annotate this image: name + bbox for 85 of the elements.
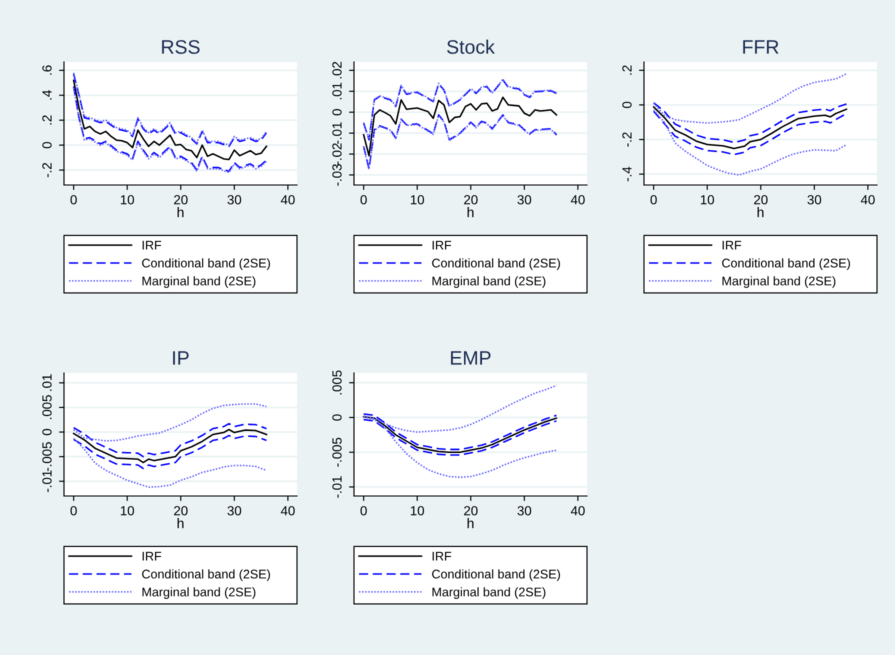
x-tick-label: 20 xyxy=(754,195,768,204)
x-tick-label: 30 xyxy=(807,195,822,204)
x-tick-label: 20 xyxy=(174,506,188,516)
legend-label: Marginal band (2SE) xyxy=(432,587,546,599)
chart-title: FFR xyxy=(743,40,778,54)
x-axis-title: h xyxy=(178,518,184,528)
y-tick-label: .6 xyxy=(42,65,52,75)
y-tick-label: .01 xyxy=(332,82,342,100)
x-tick-label: 10 xyxy=(120,506,134,516)
line-series xyxy=(362,96,558,156)
x-axis-title: h xyxy=(758,207,764,218)
x-axis-title: h xyxy=(468,518,474,528)
chart-title: IP xyxy=(173,351,189,365)
chart-title: RSS xyxy=(162,40,200,54)
x-tick-label: 10 xyxy=(410,195,424,204)
line-series xyxy=(652,106,848,150)
line-series xyxy=(652,102,848,144)
x-tick-label: 20 xyxy=(464,195,478,204)
x-tick-label: 20 xyxy=(174,195,188,204)
y-tick-label: -.01 xyxy=(332,476,342,498)
line-series xyxy=(72,438,268,488)
y-tick-label: .4 xyxy=(42,90,52,100)
x-axis-title: h xyxy=(468,207,474,218)
y-tick-label: 0 xyxy=(332,414,342,421)
x-tick-label: 0 xyxy=(650,195,657,204)
y-tick-label: -.2 xyxy=(42,163,52,178)
line-series xyxy=(652,73,848,124)
y-tick-label: -.01 xyxy=(42,470,52,492)
y-tick-label: 0 xyxy=(42,142,52,148)
legend-label: IRF xyxy=(432,240,452,250)
x-tick-label: 0 xyxy=(360,506,367,516)
y-tick-label: -.03 xyxy=(332,164,342,186)
x-tick-label: 0 xyxy=(70,195,77,204)
line-series xyxy=(72,434,268,470)
line-series xyxy=(652,109,848,176)
x-tick-label: 10 xyxy=(120,195,134,204)
y-tick-label: -.2 xyxy=(622,132,632,147)
chart-title: EMP xyxy=(451,351,491,365)
legend-label: Conditional band (2SE) xyxy=(142,258,270,270)
x-tick-label: 30 xyxy=(517,506,532,516)
line-series xyxy=(72,422,268,458)
y-tick-label: 0 xyxy=(622,102,632,108)
y-tick-label: .01 xyxy=(42,374,52,391)
chart-title: Stock xyxy=(447,40,495,54)
y-tick-label: 0 xyxy=(42,428,52,436)
x-axis-title: h xyxy=(178,207,184,218)
y-tick-label: .2 xyxy=(42,115,52,124)
legend-label: Conditional band (2SE) xyxy=(142,569,270,581)
y-tick-label: .02 xyxy=(332,62,342,78)
legend-label: Marginal band (2SE) xyxy=(142,276,256,288)
legend-label: IRF xyxy=(722,240,742,250)
y-tick-label: -.4 xyxy=(622,166,632,182)
legend-label: Marginal band (2SE) xyxy=(142,587,256,599)
y-tick-label: -.02 xyxy=(332,143,342,165)
line-series xyxy=(72,428,268,464)
x-tick-label: 30 xyxy=(227,506,242,516)
y-tick-label: .2 xyxy=(622,65,632,75)
y-tick-label: -.01 xyxy=(332,122,342,144)
x-tick-label: 30 xyxy=(517,195,532,204)
y-tick-label: 0 xyxy=(332,109,342,116)
x-tick-label: 40 xyxy=(860,195,875,204)
y-tick-label: -.005 xyxy=(332,438,342,467)
legend-label: IRF xyxy=(142,552,162,560)
x-tick-label: 10 xyxy=(410,506,424,516)
y-tick-label: .005 xyxy=(42,395,52,420)
x-tick-label: 40 xyxy=(570,506,585,516)
legend-label: Conditional band (2SE) xyxy=(722,258,850,270)
line-series xyxy=(72,403,268,442)
legend-label: Conditional band (2SE) xyxy=(432,258,560,270)
legend-label: Conditional band (2SE) xyxy=(432,569,560,581)
x-tick-label: 30 xyxy=(227,195,242,204)
legend-label: IRF xyxy=(432,552,452,560)
x-tick-label: 40 xyxy=(570,195,585,204)
line-series xyxy=(72,80,268,160)
x-tick-label: 0 xyxy=(360,195,367,204)
x-tick-label: 20 xyxy=(464,506,478,516)
x-tick-label: 0 xyxy=(70,506,77,516)
y-tick-label: .005 xyxy=(332,370,342,394)
x-tick-label: 40 xyxy=(280,506,295,516)
legend-label: Marginal band (2SE) xyxy=(432,276,546,288)
legend-label: IRF xyxy=(142,240,162,250)
x-tick-label: 10 xyxy=(700,195,714,204)
y-tick-label: -.005 xyxy=(42,442,52,472)
x-tick-label: 40 xyxy=(280,195,295,204)
legend-label: Marginal band (2SE) xyxy=(722,276,836,288)
